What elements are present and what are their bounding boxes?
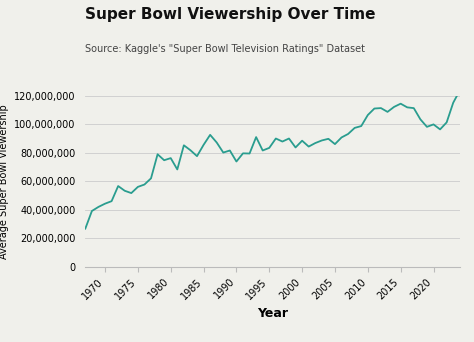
Y-axis label: Average Super Bowl Viewership: Average Super Bowl Viewership [0, 104, 9, 259]
X-axis label: Year: Year [257, 307, 288, 320]
Text: Source: Kaggle's "Super Bowl Television Ratings" Dataset: Source: Kaggle's "Super Bowl Television … [85, 44, 365, 54]
Text: Super Bowl Viewership Over Time: Super Bowl Viewership Over Time [85, 7, 376, 22]
